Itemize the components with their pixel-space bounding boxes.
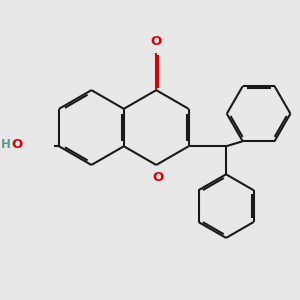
Text: O: O xyxy=(152,171,164,184)
Text: O: O xyxy=(11,138,23,151)
Text: O: O xyxy=(151,35,162,48)
Text: H: H xyxy=(1,138,11,151)
